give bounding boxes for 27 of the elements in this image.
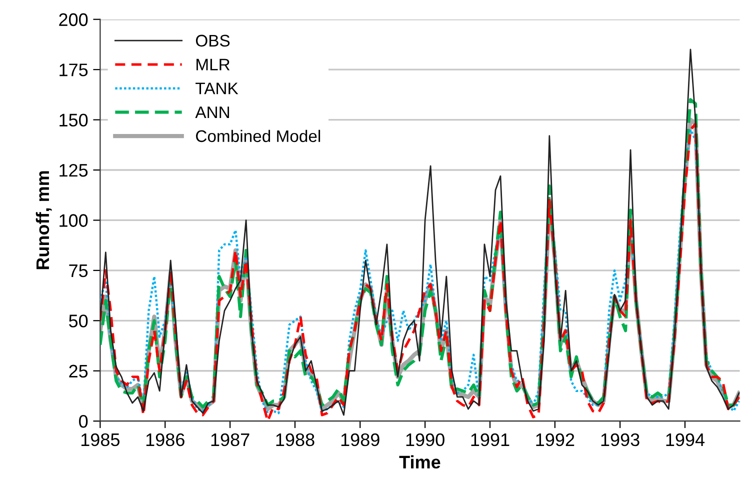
legend-label: Combined Model xyxy=(196,130,320,142)
x-tick-label: 1988 xyxy=(276,433,314,446)
x-tick-label: 1987 xyxy=(211,433,250,446)
y-tick-label: 75 xyxy=(69,264,88,278)
y-tick-label: 175 xyxy=(60,64,88,76)
legend-label: TANK xyxy=(196,82,238,94)
legend-label: OBS xyxy=(196,34,230,47)
y-tick-label: 100 xyxy=(60,214,88,227)
line-series xyxy=(100,48,740,416)
x-tick-label: 1985 xyxy=(81,433,120,446)
y-tick-label: 50 xyxy=(69,314,88,328)
x-tick-label: 1994 xyxy=(666,433,705,446)
x-tick-label: 1992 xyxy=(536,433,574,446)
x-tick-label: 1993 xyxy=(601,433,640,446)
y-tick-label: 150 xyxy=(60,114,88,127)
x-tick-label: 1986 xyxy=(146,433,184,446)
y-tick-label: 0 xyxy=(79,415,88,428)
y-tick-label: 125 xyxy=(60,164,88,177)
y-tick-label: 200 xyxy=(59,13,88,26)
legend-label: ANN xyxy=(195,106,229,118)
x-axis-title: Time xyxy=(399,455,440,469)
x-tick-label: 1990 xyxy=(406,433,444,446)
x-tick-label: 1991 xyxy=(471,433,510,446)
y-tick-label: 25 xyxy=(69,364,88,378)
x-tick-label: 1989 xyxy=(341,433,380,446)
y-axis-title: Runoff, mm xyxy=(36,171,52,270)
legend-label: MLR xyxy=(196,58,230,70)
